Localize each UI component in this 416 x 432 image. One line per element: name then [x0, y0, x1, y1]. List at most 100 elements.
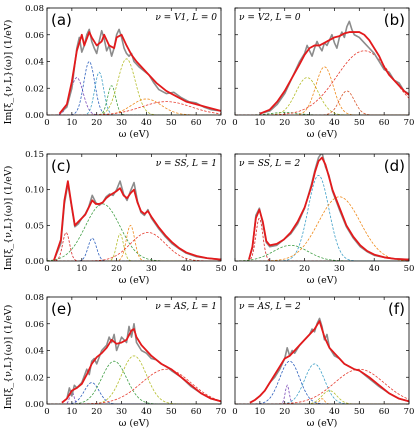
x-tick-label: 50: [354, 118, 365, 128]
component-line-0: [47, 77, 221, 115]
component-line-3: [235, 50, 409, 115]
x-tick-label: 30: [116, 118, 127, 128]
component-line-0: [47, 232, 221, 261]
x-tick-label: 20: [279, 118, 290, 128]
x-tick-label: 70: [216, 118, 227, 128]
plot-frame: [234, 296, 410, 405]
total-line: [248, 156, 409, 261]
x-tick-label: 0: [232, 407, 237, 417]
plot-area: [47, 28, 221, 115]
component-line-3: [235, 390, 409, 404]
y-tick-label: 0.06: [25, 31, 44, 41]
x-tick-label: 70: [404, 407, 415, 417]
x-axis-label: ω (eV): [307, 275, 338, 286]
component-line-4: [47, 58, 221, 115]
x-axis-label: ω (eV): [119, 275, 150, 286]
component-line-4: [235, 90, 409, 115]
component-line-2: [47, 203, 221, 261]
panel-d: 0 10 20 30 40 50 ω (eV) (d) ν = SS, L = 2: [232, 153, 414, 286]
component-line-2: [235, 66, 409, 115]
x-axis-label: ω (eV): [307, 418, 338, 429]
panel-label: (c): [51, 157, 71, 175]
total-line: [58, 31, 221, 115]
y-tick-label: 0.02: [25, 373, 44, 383]
plot-area: [47, 322, 221, 404]
component-line-0: [47, 389, 221, 404]
y-tick-label: 0.06: [25, 320, 44, 330]
panel-c: 0 10 20 30 40 50 0.00 0.05 0.10 0.15 ω (eV) (c) ν = …: [25, 150, 226, 286]
x-tick-label: 50: [166, 407, 177, 417]
panel-label: (b): [384, 11, 405, 29]
total-line: [249, 320, 409, 404]
component-line-5: [47, 98, 221, 115]
x-tick-label: 60: [379, 407, 390, 417]
x-tick-label: 20: [91, 407, 102, 417]
panel-a: 0 10 20 30 40 50 60 70 0.00 0.02 0.04 0.06 0.08 ω (eV…: [25, 4, 226, 140]
component-line-3: [47, 355, 221, 404]
component-line-1: [235, 360, 409, 404]
panel-b: 0 10 20 30 40 50 60 70 ω (eV) (b) ν = V2, L = 0: [232, 7, 415, 140]
component-line-1: [47, 382, 221, 404]
x-tick-label: 40: [369, 264, 380, 274]
x-tick-label: 60: [191, 118, 202, 128]
x-tick-label: 40: [141, 407, 152, 417]
x-tick-label: 20: [111, 264, 122, 274]
total-line: [259, 31, 409, 115]
component-line-1: [235, 244, 409, 261]
component-line-1: [47, 60, 221, 115]
x-axis-label: ω (eV): [307, 129, 338, 140]
panel-label: (d): [384, 157, 405, 175]
ylabel-row-2: Im[ξ_{ν,L}(ω)] (1/eV): [3, 166, 14, 271]
x-tick-label: 0: [44, 118, 49, 128]
x-tick-label: 20: [279, 407, 290, 417]
x-tick-label: 10: [66, 407, 77, 417]
plot-frame: [234, 7, 410, 116]
ylabel-row-1: Im[ξ_{ν,L}(ω)] (1/eV): [3, 20, 14, 125]
y-tick-label: 0.10: [25, 186, 44, 196]
y-tick-label: 0.00: [25, 257, 44, 267]
y-tick-label: 0.08: [25, 293, 44, 303]
x-tick-label: 40: [181, 264, 192, 274]
x-tick-label: 0: [232, 118, 237, 128]
y-tick-label: 0.15: [25, 150, 44, 160]
plot-frame: [234, 153, 410, 262]
x-tick-label: 0: [44, 407, 49, 417]
x-tick-label: 10: [254, 118, 265, 128]
x-tick-label: 40: [329, 407, 340, 417]
ylabel-row-3: Im[ξ_{ν,L}(ω)] (1/eV): [3, 305, 14, 410]
x-tick-label: 50: [166, 118, 177, 128]
component-line-4: [235, 398, 409, 404]
y-tick-label: 0.02: [25, 84, 44, 94]
x-tick-label: 0: [232, 264, 237, 274]
x-tick-label: 30: [304, 118, 315, 128]
x-axis-label: ω (eV): [119, 418, 150, 429]
x-tick-label: 20: [299, 264, 310, 274]
panel-annotation: ν = SS, L = 2: [239, 159, 301, 169]
panel-annotation: ν = V1, L = 0: [155, 13, 217, 23]
x-tick-label: 10: [66, 118, 77, 128]
x-tick-label: 30: [334, 264, 345, 274]
plot-area: [47, 180, 221, 261]
component-line-0: [235, 218, 409, 261]
x-tick-label: 50: [216, 264, 227, 274]
panel-annotation: ν = SS, L = 1: [156, 159, 217, 169]
plot-frame: [46, 296, 222, 405]
x-tick-label: 40: [329, 118, 340, 128]
component-line-2: [235, 363, 409, 404]
y-tick-label: 0.04: [25, 58, 44, 68]
component-line-2: [47, 360, 221, 404]
plot-frame: [46, 153, 222, 262]
component-line-4: [47, 368, 221, 404]
reference-line: [259, 20, 409, 115]
panel-label: (a): [51, 11, 72, 29]
panel-annotation: ν = AS, L = 1: [155, 302, 217, 312]
panel-annotation: ν = AS, L = 2: [239, 302, 301, 312]
component-line-3: [47, 85, 221, 115]
reference-line: [53, 180, 221, 261]
x-tick-label: 10: [264, 264, 275, 274]
component-line-1: [235, 77, 409, 115]
panel-e: 0 10 20 30 40 50 60 70 0.00 0.02 0.04 0.06 0.08 ω (eV…: [25, 293, 226, 429]
total-line: [53, 180, 221, 261]
x-tick-label: 70: [404, 118, 415, 128]
panel-label: (f): [388, 300, 405, 318]
